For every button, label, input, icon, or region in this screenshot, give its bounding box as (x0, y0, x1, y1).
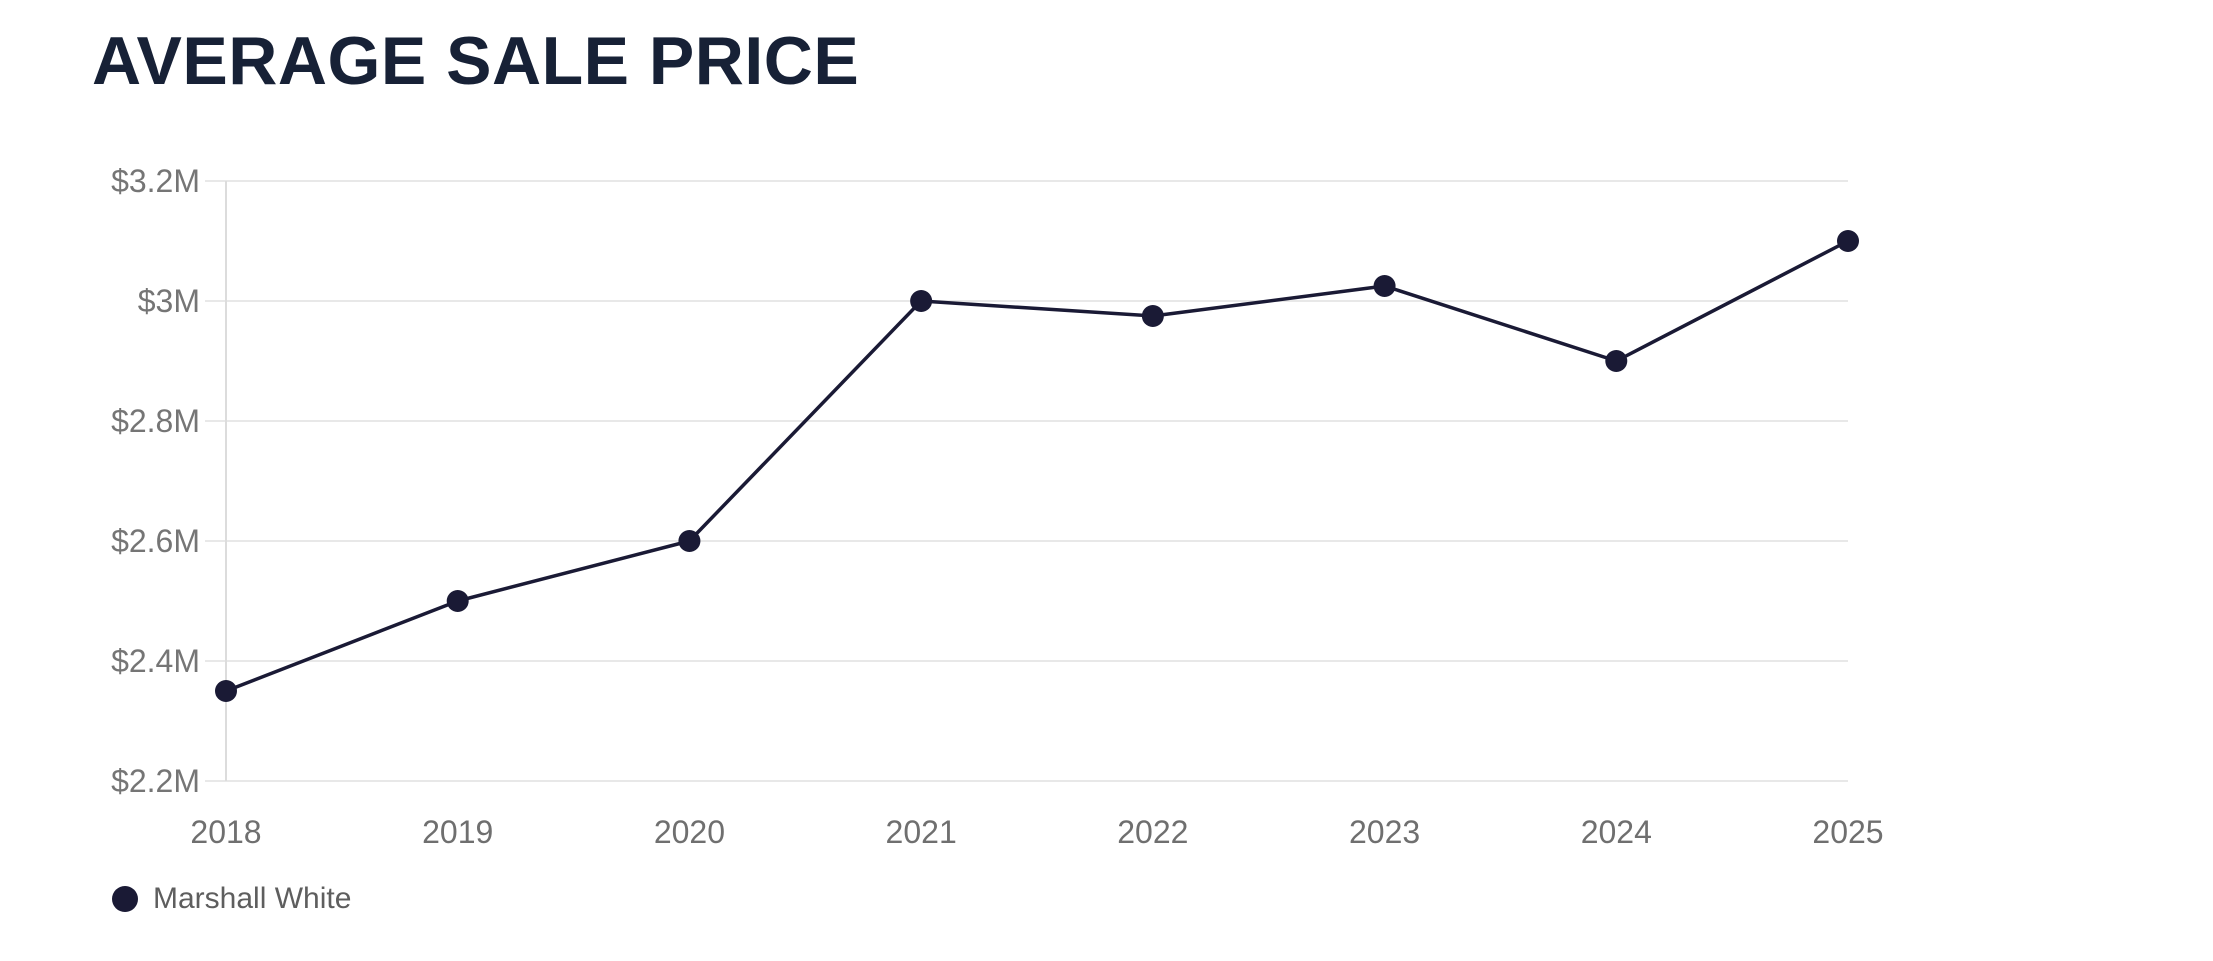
data-point (1605, 350, 1628, 372)
x-tick-label: 2021 (886, 814, 957, 850)
legend-series-label: Marshall White (153, 882, 352, 915)
data-point (446, 590, 469, 612)
y-tick-label: $2.2M (111, 763, 200, 799)
data-point (1373, 275, 1396, 297)
data-point (1837, 230, 1859, 252)
chart-legend: Marshall White (112, 882, 352, 915)
x-tick-label: 2018 (190, 814, 261, 850)
x-tick-label: 2022 (1117, 814, 1188, 850)
x-tick-label: 2019 (422, 814, 493, 850)
x-tick-label: 2025 (1812, 814, 1883, 850)
x-tick-label: 2020 (654, 814, 725, 850)
y-tick-label: $2.4M (111, 643, 200, 679)
x-tick-label: 2023 (1349, 814, 1420, 850)
y-tick-label: $3M (138, 283, 200, 319)
data-point (215, 680, 237, 702)
y-tick-label: $3.2M (111, 163, 200, 199)
data-point (678, 530, 701, 552)
x-tick-label: 2024 (1581, 814, 1652, 850)
series-line (224, 239, 1850, 693)
chart-title: AVERAGE SALE PRICE (92, 23, 860, 99)
legend-marker-icon (112, 886, 138, 912)
data-point (1141, 305, 1164, 327)
data-point (910, 290, 933, 312)
y-tick-label: $2.6M (111, 523, 200, 559)
y-tick-label: $2.8M (111, 403, 200, 439)
